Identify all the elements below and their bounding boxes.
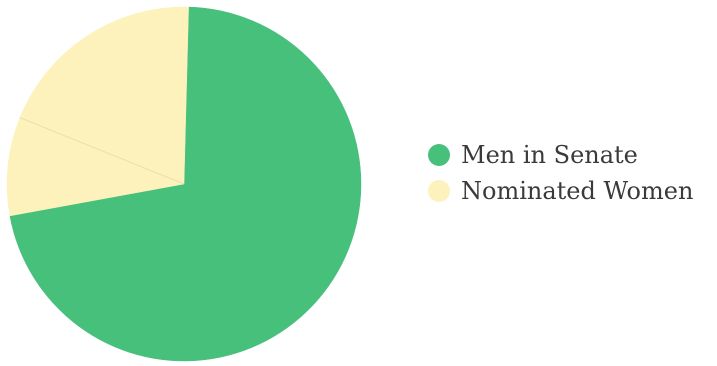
pie-slice-2[interactable] <box>6 117 185 217</box>
chart-legend: Men in Senate Nominated Women <box>428 138 717 210</box>
pie-plot-area <box>6 6 362 362</box>
legend-label-men-in-senate: Men in Senate <box>461 140 638 169</box>
legend-swatch-nominated-women <box>428 179 450 202</box>
legend-swatch-men-in-senate <box>428 143 450 166</box>
legend-item-men-in-senate[interactable]: Men in Senate <box>428 138 717 171</box>
pie-slice-1[interactable] <box>9 6 362 362</box>
legend-item-nominated-women[interactable]: Nominated Women <box>428 174 717 207</box>
legend-label-nominated-women: Nominated Women <box>461 176 694 205</box>
pie-segment-divider <box>19 117 185 185</box>
pie-slice-3[interactable] <box>19 6 189 185</box>
